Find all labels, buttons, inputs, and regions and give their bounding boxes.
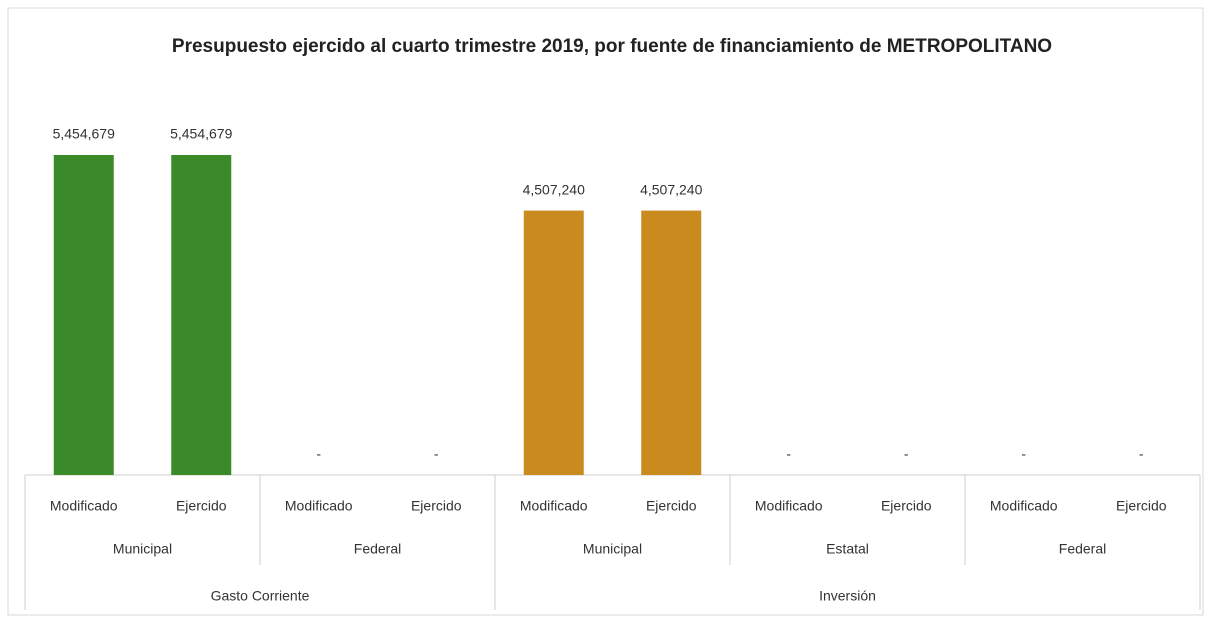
data-label: 4,507,240 [640,181,702,197]
data-label: 5,454,679 [53,126,115,142]
subgroup-label: Municipal [113,541,172,557]
category-label: Ejercido [1116,498,1167,514]
chart-title: Presupuesto ejercido al cuarto trimestre… [172,36,1052,57]
category-label: Modificado [755,498,823,514]
data-label: 5,454,679 [170,126,232,142]
data-label: 4,507,240 [523,181,585,197]
category-label: Ejercido [411,498,462,514]
category-label: Modificado [520,498,588,514]
category-label: Ejercido [881,498,932,514]
category-label: Ejercido [646,498,697,514]
data-label: - [1021,446,1026,462]
subgroup-label: Federal [1059,541,1106,557]
bar [53,155,114,475]
category-label: Modificado [990,498,1058,514]
data-label: - [904,446,909,462]
data-label: - [1139,446,1144,462]
data-label: - [434,446,439,462]
group-label: Gasto Corriente [211,588,310,604]
subgroup-label: Federal [354,541,401,557]
data-label: - [316,446,321,462]
subgroup-label: Municipal [583,541,642,557]
subgroup-label: Estatal [826,541,869,557]
category-label: Ejercido [176,498,227,514]
bar [171,155,232,475]
bar [641,210,702,475]
category-label: Modificado [285,498,353,514]
data-label: - [786,446,791,462]
category-label: Modificado [50,498,118,514]
bar [523,210,584,475]
group-label: Inversión [819,588,876,604]
